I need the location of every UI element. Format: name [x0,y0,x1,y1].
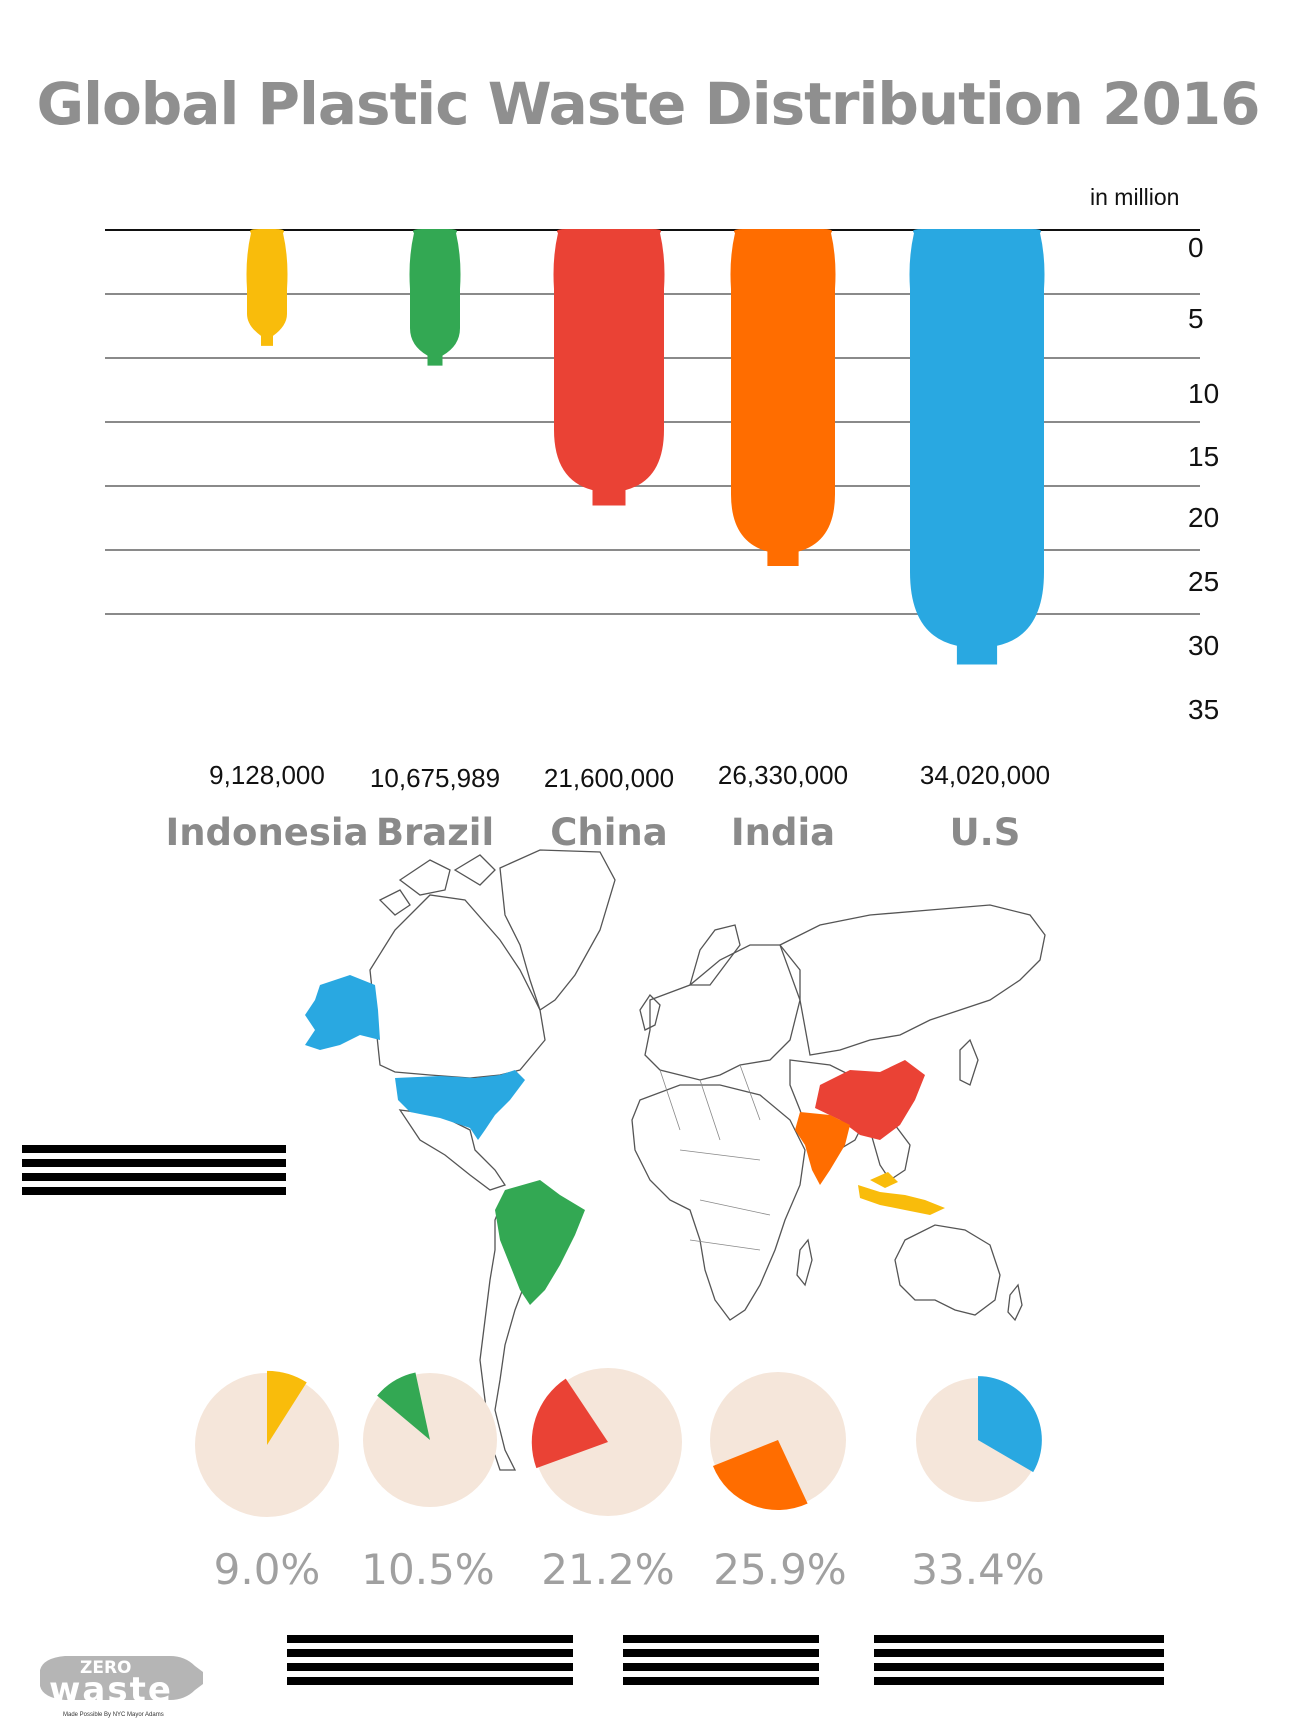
bottle-bar-brazil [409,229,461,366]
y-tick-label: 25 [1188,566,1220,597]
decor-stripes-2 [623,1635,819,1691]
gridline [105,549,1200,551]
map-alaska [305,975,380,1050]
value-label: 10,675,989 [369,763,501,793]
chart-title: Global Plastic Waste Distribution 2016 [36,70,1260,138]
bottle-bar-china [553,229,665,506]
bottle-bar-india [730,229,836,567]
map-canada [369,894,546,1079]
country-label: U.S [949,811,1021,854]
bottle-logo-icon [40,1656,203,1700]
logo-line1: ZERO [80,1658,132,1678]
map-brazil [495,1180,585,1305]
map-africa [631,1084,806,1321]
y-tick-label: 15 [1188,441,1220,472]
country-label: India [730,811,836,854]
value-label: 9,128,000 [209,760,325,790]
zero-waste-logo: ZERO waste Made Possible By NYC Mayor Ad… [35,1650,205,1728]
y-tick-label: 10 [1188,378,1220,409]
y-tick-label: 5 [1188,303,1204,334]
gridline [105,613,1200,615]
value-label: 21,600,000 [543,763,675,793]
decor-stripes-3 [874,1635,1164,1691]
pie-slice-indonesia [267,1370,307,1445]
map-mexico [398,1109,507,1191]
value-label: 26,330,000 [717,760,849,790]
percent-label: 33.4% [911,1545,1045,1594]
map-arctic-islands [378,854,496,916]
country-label: Brazil [375,811,495,854]
unit-label: in million [1090,184,1180,210]
gridline [105,485,1200,487]
y-tick-label: 30 [1188,630,1220,661]
bottle-bar-us [909,229,1045,665]
percent-label: 21.2% [541,1545,675,1594]
percent-label: 9.0% [213,1545,321,1594]
map-scandinavia [689,924,741,986]
percent-label: 25.9% [713,1545,847,1594]
map-australia [894,1224,1001,1316]
country-label: Indonesia [165,811,369,854]
percent-label: 10.5% [361,1545,495,1594]
y-tick-label: 35 [1188,694,1220,725]
map-russia [779,904,1046,1056]
map-usa [395,1070,525,1140]
map-new-zealand [1007,1283,1023,1322]
map-europe [644,944,801,1081]
value-label: 34,020,000 [919,760,1051,790]
y-tick-label: 0 [1188,232,1204,263]
logo-line2: waste [49,1670,173,1710]
map-indonesia [858,1172,945,1215]
country-label: China [550,811,668,854]
pie-slice-brazil [377,1372,430,1440]
pie-slice-china [531,1378,608,1469]
map-india [795,1112,850,1185]
map-greenland [499,849,616,1012]
decor-stripes-left [22,1145,286,1201]
decor-stripes-1 [287,1635,573,1691]
pie-slice-india [712,1440,808,1511]
logo-credit: Made Possible By NYC Mayor Adams [63,1712,164,1718]
map-japan [959,1038,979,1086]
map-madagascar [796,1238,813,1287]
pie-slice-us [978,1376,1042,1473]
bottle-bar-indonesia [246,229,288,346]
y-tick-label: 20 [1188,502,1220,533]
map-uk [639,993,661,1031]
map-china [815,1060,925,1140]
